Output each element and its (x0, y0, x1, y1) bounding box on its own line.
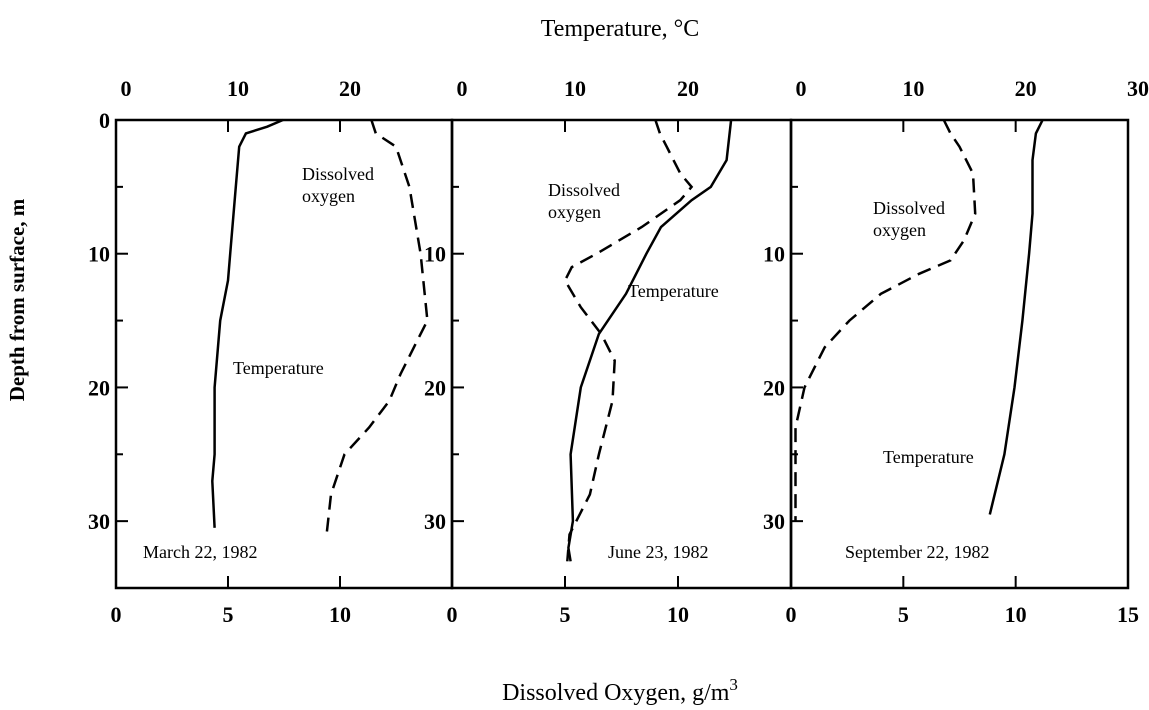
x-tick-label: 10 (329, 602, 351, 627)
x-tick-label: 10 (1005, 602, 1027, 627)
temperature-line (567, 119, 733, 562)
y-tick-label: 30 (88, 509, 110, 534)
y-tick-label: 30 (763, 509, 785, 534)
dissolved-oxygen-line (794, 119, 977, 522)
x-tick-label: 0 (786, 602, 797, 627)
temperature-line (211, 118, 284, 528)
y-tick-label: 20 (763, 375, 785, 400)
x2-tick-label: 20 (339, 76, 361, 101)
x-tick-label: 15 (1117, 602, 1139, 627)
x2-tick-label: 30 (1127, 76, 1149, 101)
y-tick-label: 20 (424, 375, 446, 400)
y-tick-label: 10 (424, 242, 446, 267)
x-tick-label: 5 (898, 602, 909, 627)
dissolved-oxygen-line (563, 119, 694, 562)
panel-date: September 22, 1982 (845, 542, 989, 562)
y-tick-label: 10 (88, 242, 110, 267)
x2-tick-label: 10 (227, 76, 249, 101)
y-tick-label: 30 (424, 509, 446, 534)
x2-tick-label: 0 (457, 76, 468, 101)
x2-tick-label: 0 (796, 76, 807, 101)
x-tick-label: 0 (447, 602, 458, 627)
top-axis-title: Temperature, °C (541, 16, 700, 42)
y-tick-label: 10 (763, 242, 785, 267)
bottom-axis-title-sup: 3 (729, 675, 738, 694)
y-axis-title: Depth from surface, m (5, 198, 29, 401)
x-tick-label: 0 (111, 602, 122, 627)
x-tick-label: 5 (560, 602, 571, 627)
x-tick-label: 10 (667, 602, 689, 627)
panel-frame (114, 118, 454, 590)
x2-tick-label: 20 (677, 76, 699, 101)
panel-frame (450, 118, 793, 590)
annotation: Dissolved (302, 164, 374, 184)
x-tick-label: 5 (223, 602, 234, 627)
temperature-line (988, 119, 1044, 515)
annotation: Dissolved (548, 180, 620, 200)
annotation: oxygen (302, 186, 355, 206)
bottom-axis-title: Dissolved Oxygen, g/m3 (502, 675, 738, 706)
x2-tick-label: 0 (121, 76, 132, 101)
annotation: Dissolved (873, 198, 945, 218)
panel-frame (789, 118, 1130, 590)
annotation: oxygen (873, 220, 926, 240)
annotation: Temperature (628, 281, 719, 301)
bottom-axis-title-text: Dissolved Oxygen, g/m (502, 680, 730, 706)
x2-tick-label: 20 (1015, 76, 1037, 101)
panel-date: June 23, 1982 (608, 542, 709, 562)
annotation: oxygen (548, 202, 601, 222)
x2-tick-label: 10 (902, 76, 924, 101)
dissolved-oxygen-line (325, 119, 429, 535)
annotation: Temperature (883, 447, 974, 467)
x2-tick-label: 10 (564, 76, 586, 101)
annotation: Temperature (233, 358, 324, 378)
y-tick-label: 20 (88, 375, 110, 400)
y-tick-label: 0 (99, 108, 110, 133)
panel-date: March 22, 1982 (143, 542, 257, 562)
